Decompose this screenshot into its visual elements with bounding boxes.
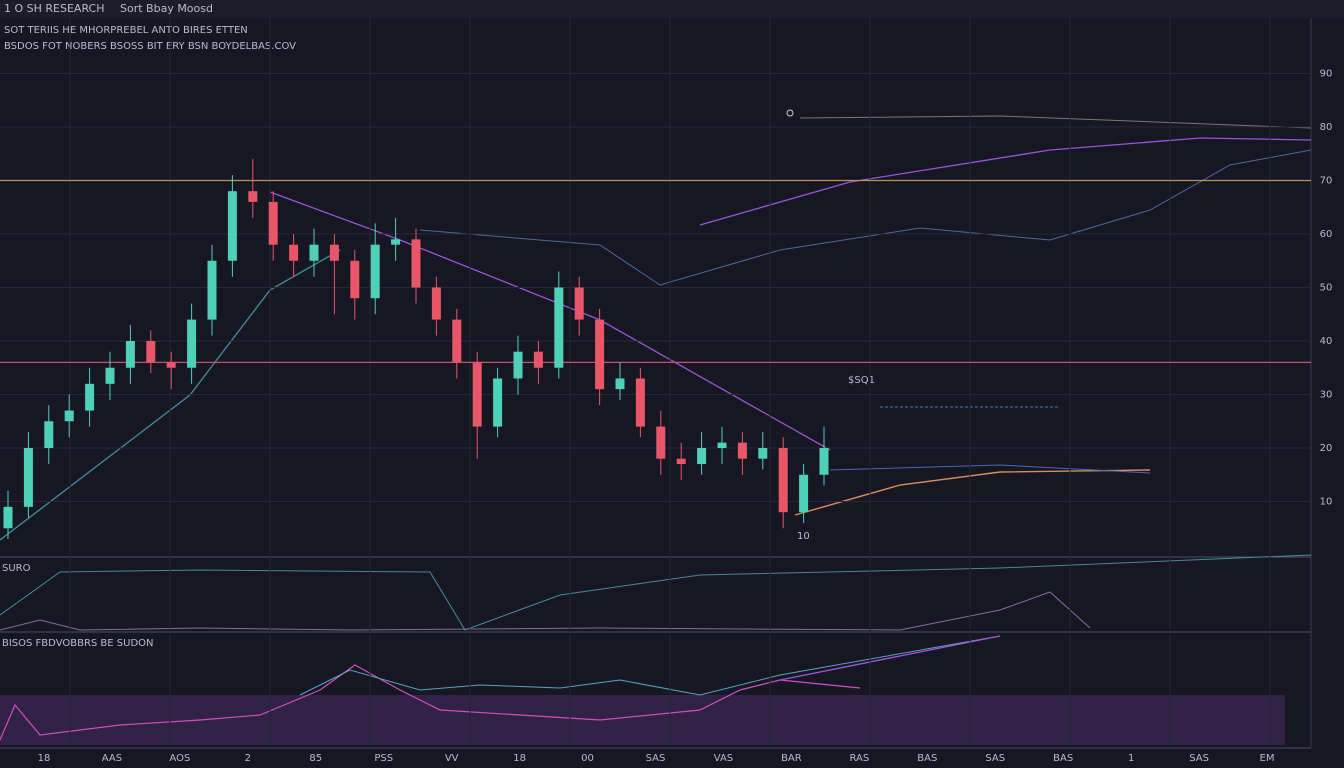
x-tick-label: SAS — [985, 753, 1005, 764]
x-tick-label: BAS — [917, 753, 937, 764]
y-tick-label: 40 — [1320, 336, 1333, 347]
candle-body — [350, 260, 360, 299]
candle-body — [758, 448, 768, 459]
x-tick-label: AAS — [102, 753, 122, 764]
candle-body — [595, 319, 605, 390]
candle-body — [329, 244, 339, 261]
x-tick-label: VV — [445, 753, 459, 764]
x-tick-label: AOS — [169, 753, 190, 764]
candle-body — [370, 244, 380, 299]
candle-body — [533, 351, 543, 368]
trend-line — [829, 464, 1151, 474]
x-tick-label: 18 — [513, 753, 526, 764]
x-tick-label: BAR — [781, 753, 802, 764]
x-tick-label: VAS — [714, 753, 733, 764]
candle-body — [207, 260, 217, 320]
candle-body — [125, 341, 135, 368]
y-tick-label: 80 — [1320, 122, 1333, 133]
marker-dot — [786, 109, 794, 117]
candle-body — [635, 378, 645, 427]
trend-line — [269, 191, 831, 451]
candle-body — [431, 287, 441, 320]
y-tick-label: 60 — [1320, 229, 1333, 240]
y-tick-label: 90 — [1320, 69, 1333, 80]
candle-body — [187, 319, 197, 368]
candle-body — [146, 341, 156, 363]
candle-body — [309, 244, 319, 261]
oscillator-line — [779, 635, 1001, 681]
annotation: $SQ1 — [848, 375, 875, 386]
info-line: BSDOS FOT NOBERS BSOSS BIT ERY BSN BOYDE… — [4, 41, 296, 52]
candle-body — [574, 287, 584, 320]
x-tick-label: 1 — [1128, 753, 1134, 764]
panel-label: SURO — [2, 563, 31, 574]
volume-line — [0, 554, 1312, 631]
candle-body — [737, 442, 747, 459]
candle-body — [227, 191, 237, 261]
candle-body — [64, 410, 74, 422]
y-tick-label: 30 — [1320, 390, 1333, 401]
candle-body — [289, 244, 299, 261]
oscillator-area — [0, 695, 1285, 745]
top-bar — [0, 0, 1344, 18]
candle-body — [85, 383, 95, 411]
annotation: 10 — [797, 531, 810, 542]
candle-body — [23, 448, 33, 507]
y-tick-label: 50 — [1320, 283, 1333, 294]
x-tick-label: 18 — [38, 753, 51, 764]
volume-bars — [0, 591, 1091, 631]
candle-body — [493, 378, 503, 427]
x-tick-label: EM — [1260, 753, 1275, 764]
y-tick-label: 10 — [1320, 497, 1333, 508]
candle-body — [44, 421, 54, 448]
candle-body — [452, 319, 462, 363]
trend-line — [0, 249, 341, 541]
candle-body — [268, 201, 278, 245]
candle-body — [411, 239, 421, 288]
x-tick-label: SAS — [646, 753, 666, 764]
y-tick-label: 70 — [1320, 176, 1333, 187]
candle-body — [3, 506, 13, 529]
x-tick-label: PSS — [374, 753, 393, 764]
candle-body — [778, 448, 788, 513]
candle-body — [717, 442, 727, 448]
candle-body — [248, 191, 258, 202]
trend-line — [794, 469, 1151, 516]
candle-body — [472, 362, 482, 427]
candle-body — [391, 239, 401, 245]
candle-body — [799, 474, 809, 513]
x-tick-label: BAS — [1053, 753, 1073, 764]
info-line: SOT TERIIS HE MHORPREBEL ANTO BIRES ETTE… — [4, 25, 248, 36]
y-tick-label: 20 — [1320, 443, 1333, 454]
x-tick-label: 85 — [309, 753, 322, 764]
brand: 1 O SH RESEARCH — [4, 2, 105, 15]
x-tick-label: RAS — [849, 753, 869, 764]
trend-line — [699, 137, 1312, 226]
panel-label: BISOS FBDVOBBRS BE SUDON — [2, 638, 154, 649]
candle-body — [676, 458, 686, 465]
trend-line — [799, 115, 1312, 129]
candle-body — [105, 367, 115, 384]
candle-body — [697, 448, 707, 465]
candle-body — [615, 378, 625, 390]
x-tick-label: SAS — [1189, 753, 1209, 764]
candle-body — [513, 351, 523, 379]
oscillator-line — [299, 635, 1001, 696]
candle-body — [554, 287, 564, 368]
candle-body — [819, 448, 829, 475]
symbol: Sort Bbay Moosd — [120, 2, 213, 15]
x-tick-label: 00 — [581, 753, 594, 764]
candle-body — [166, 362, 176, 368]
x-tick-label: 2 — [245, 753, 251, 764]
candle-body — [656, 426, 666, 459]
